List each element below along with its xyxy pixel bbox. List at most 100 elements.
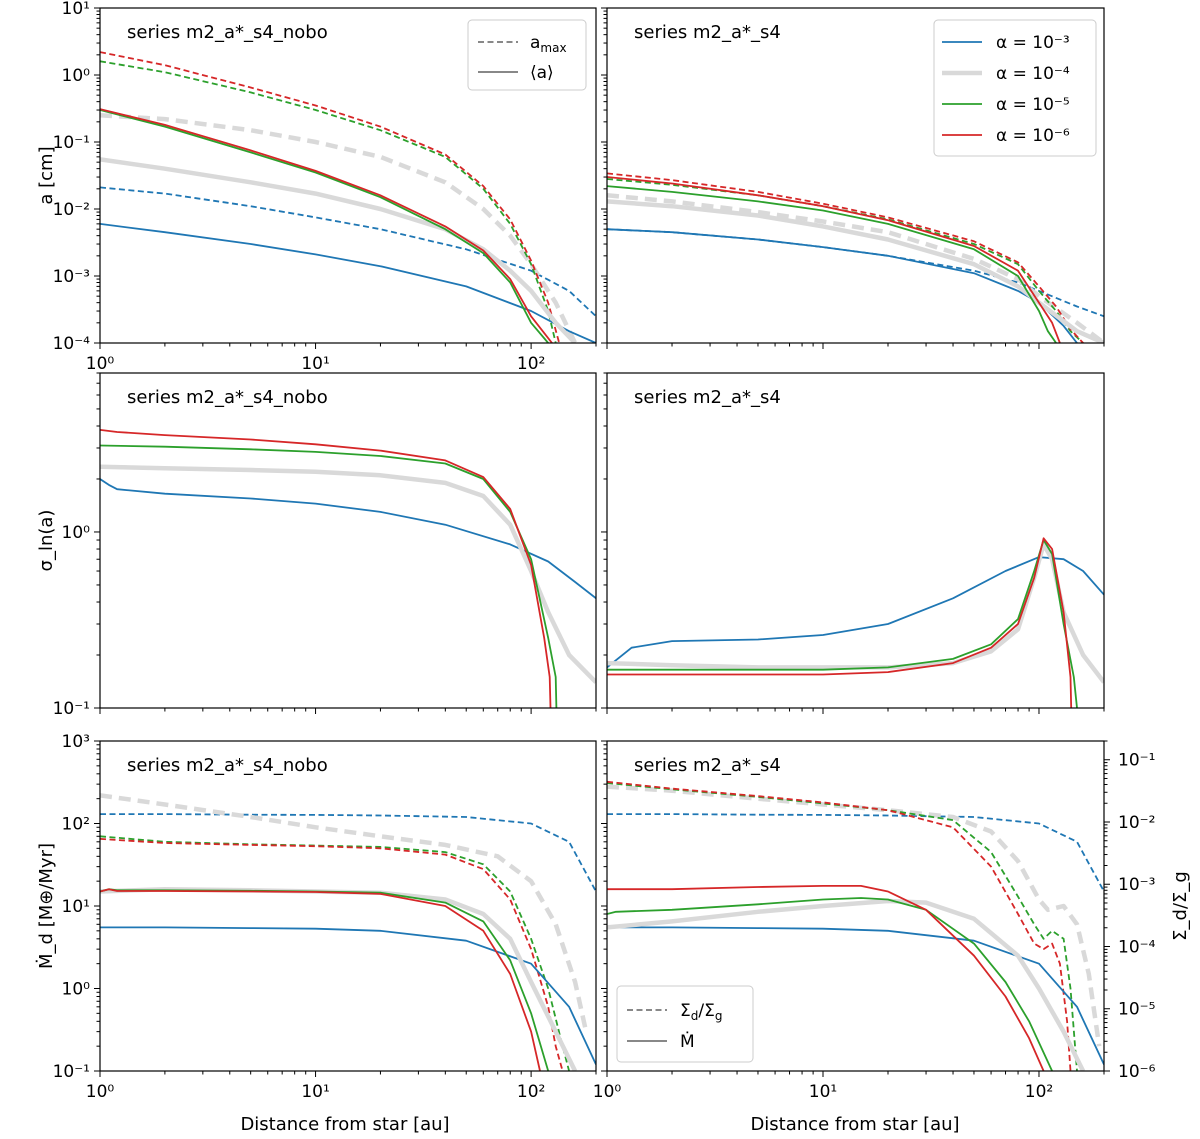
legend-label: α = 10⁻⁵ [996, 95, 1070, 115]
series-line-10 [607, 537, 1073, 708]
y-tick-label: 10¹ [62, 897, 90, 917]
axes-frame [606, 372, 1105, 709]
series-group [100, 51, 596, 343]
legend-label: amax [530, 33, 567, 55]
y-tick-label: 10⁻⁴ [53, 334, 91, 354]
series-line-a-max-10 [100, 60, 557, 343]
right-y-tick-label: 10⁻⁶ [1118, 1062, 1156, 1082]
series-line-10 [100, 464, 596, 684]
series-line-d-g-10 [100, 835, 570, 1071]
series-line-d-g-10 [607, 780, 1072, 1071]
panel-title: series m2_a*_s4_nobo [127, 755, 328, 776]
y-tick-label: 10⁰ [62, 523, 91, 543]
legend-label: Σd/Σg [680, 1001, 722, 1023]
x-tick-label: 10² [1025, 1082, 1053, 1102]
right-y-tick-label: 10⁻¹ [1118, 751, 1155, 771]
series-group [100, 793, 596, 1071]
series-line-mean-a-10 [607, 228, 1078, 343]
x-tick-label: 10⁰ [86, 1082, 115, 1102]
series-group [607, 537, 1104, 708]
x-tick-label: 10² [517, 1082, 545, 1102]
y-axis-label: a [cm] [36, 146, 57, 204]
series-line-a-max-10 [100, 186, 596, 317]
y-tick-label: 10¹ [62, 0, 90, 19]
panel-bottom-right: 10⁰ 10¹ 10² series m2_a*_s4 10⁻⁶ 10⁻⁵ 10⁻⁴ 10⁻³… [593, 740, 1191, 1102]
series-line-10 [100, 478, 596, 600]
series-line-10 [607, 897, 1053, 1071]
series-line-a-max-10 [607, 228, 1104, 318]
x-tick-label: 10¹ [301, 354, 329, 374]
x-tick-label: 10⁰ [593, 1082, 622, 1102]
axes-frame [99, 7, 597, 344]
series-line-d-g-10 [607, 784, 1102, 1047]
panel-middle-left: 10⁻¹ 10⁰ series m2_a*_s4_nobo σ_ln(a) [36, 372, 597, 719]
legend-label: ⟨a⟩ [530, 63, 554, 83]
series-line-10 [100, 888, 541, 1071]
series-group [607, 780, 1104, 1071]
right-y-tick-label: 10⁻⁴ [1118, 937, 1156, 957]
series-line-10 [100, 888, 550, 1071]
y-tick-label: 10² [62, 815, 90, 835]
y-tick-label: 10³ [62, 732, 90, 752]
series-group [607, 172, 1104, 343]
series-line-10 [607, 885, 1045, 1071]
series-line-mean-a-10 [607, 185, 1057, 343]
x-axis-label-left: Distance from star [au] [240, 1114, 449, 1135]
series-line-10 [100, 444, 558, 708]
series-line-10 [607, 556, 1104, 669]
legend-label: α = 10⁻⁶ [996, 126, 1070, 146]
y-tick-label: 10⁻³ [53, 267, 90, 287]
legend-size: amax ⟨a⟩ [467, 19, 587, 91]
series-line-d-g-10 [607, 813, 1104, 892]
series-line-mean-a-10 [607, 199, 1104, 343]
series-line-d-g-10 [100, 813, 596, 892]
y-tick-label: 10⁻¹ [53, 133, 90, 153]
panel-top-left: 10⁰ 10¹ 10² 10⁻⁴ 10⁻³ 10⁻² 10⁻¹ 10⁰ 10¹ series m2… [36, 0, 597, 374]
y-tick-label: 10⁻² [53, 200, 90, 220]
x-tick-label: 10⁰ [86, 354, 115, 374]
panel-middle-right: series m2_a*_s4 [601, 372, 1105, 714]
series-line-mean-a-10 [607, 176, 1061, 343]
legend-label: Ṁ [680, 1031, 695, 1052]
y-tick-label: 10⁻¹ [53, 699, 90, 719]
series-line-10 [100, 926, 596, 1065]
y-axis-label: Ṁ_d [M⊕/Myr] [36, 843, 57, 969]
series-line-d-g-10 [100, 838, 564, 1071]
axes-frame [99, 740, 597, 1072]
series-line-10 [607, 539, 1078, 708]
x-tick-label: 10¹ [301, 1082, 329, 1102]
series-line-10 [100, 886, 578, 1071]
axes-frame [606, 7, 1105, 344]
legend-mass: Σd/Σg Ṁ [616, 985, 754, 1063]
panel-title: series m2_a*_s4 [634, 755, 781, 776]
panel-title: series m2_a*_s4_nobo [127, 387, 328, 408]
series-line-10 [607, 898, 1086, 1071]
series-line-a-max-10 [100, 113, 578, 343]
series-line-d-g-10 [100, 793, 589, 1033]
x-tick-label: 10² [517, 354, 545, 374]
x-tick-label: 10¹ [809, 1082, 837, 1102]
series-line-mean-a-10 [100, 108, 553, 343]
y-tick-label: 10⁻¹ [53, 1062, 90, 1082]
series-line-mean-a-10 [100, 109, 549, 343]
right-y-axis-label: Σ_d/Σ_g [1170, 871, 1191, 941]
series-line-10 [607, 542, 1104, 684]
right-y-tick-label: 10⁻² [1118, 813, 1155, 833]
y-axis-label: σ_ln(a) [36, 510, 57, 572]
series-line-a-max-10 [100, 51, 561, 343]
legend-label: α = 10⁻³ [996, 33, 1070, 53]
panel-title: series m2_a*_s4_nobo [127, 22, 328, 43]
legend-alpha: α = 10⁻³ α = 10⁻⁴ α = 10⁻⁵ α = 10⁻⁶ [933, 19, 1097, 157]
series-group [100, 429, 596, 708]
series-line-mean-a-10 [100, 157, 577, 343]
series-line-a-max-10 [607, 178, 1084, 343]
legend-label: α = 10⁻⁴ [996, 64, 1070, 84]
series-line-10 [607, 926, 1104, 1065]
x-axis-label-right: Distance from star [au] [750, 1114, 959, 1135]
panel-title: series m2_a*_s4 [634, 22, 781, 43]
series-line-10 [100, 429, 552, 708]
series-line-a-max-10 [607, 193, 1104, 343]
panel-title: series m2_a*_s4 [634, 387, 781, 408]
right-y-tick-label: 10⁻³ [1118, 875, 1155, 895]
